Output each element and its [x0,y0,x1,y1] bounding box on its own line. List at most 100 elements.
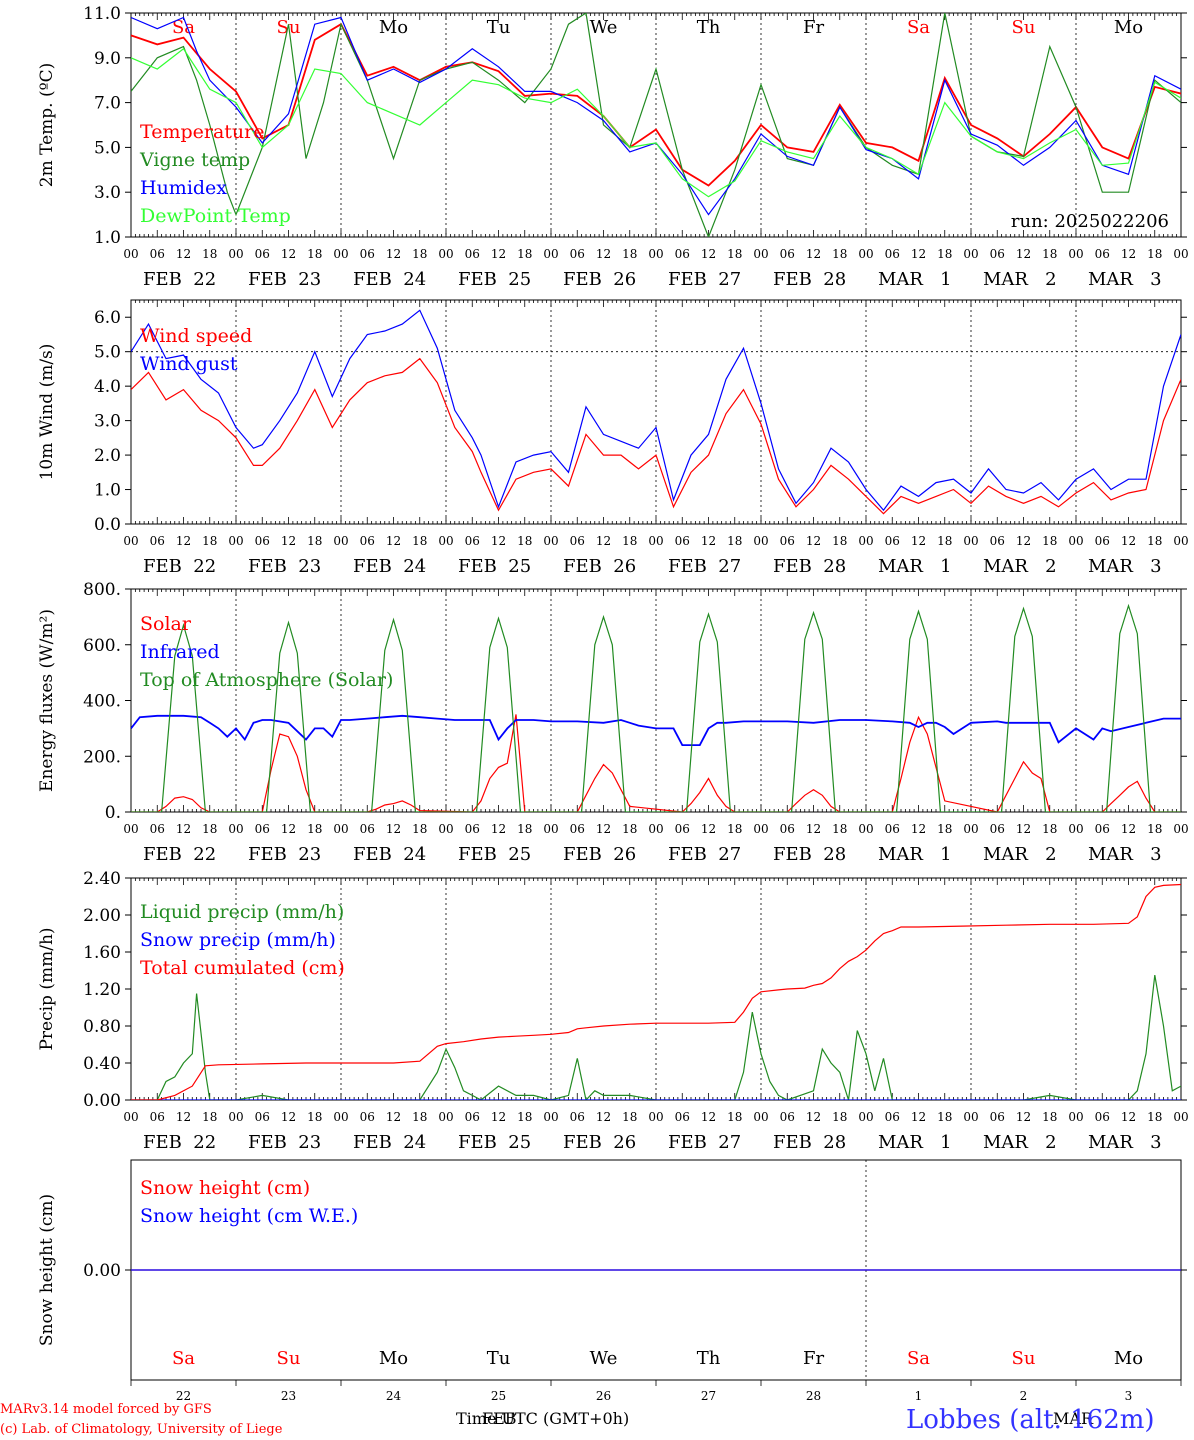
hour-tick-label: 00 [963,534,978,548]
hour-tick-label: 12 [1016,1110,1031,1124]
y-tick-label: 5.0 [94,138,121,158]
hour-tick-label: 00 [963,247,978,261]
y-tick-label: 1.0 [94,228,121,248]
y-tick-label: 9.0 [94,49,121,69]
hour-tick-label: 12 [701,534,716,548]
hour-tick-label: 00 [1173,822,1188,836]
series-line-wind-gust [131,309,1181,512]
hour-tick-label: 00 [333,822,348,836]
day-number-label: 22 [176,1389,191,1403]
hour-tick-label: 18 [412,534,427,548]
hour-tick-label: 18 [517,247,532,261]
day-number-label: 25 [491,1389,506,1403]
panel-wind: 0.0 1.0 2.0 3.0 4.0 5.0 6.0 10m Wind (m/s) 00 06 1… [37,299,1189,577]
hour-tick-label: 18 [1042,534,1057,548]
date-label: FEB 23 [248,1132,321,1153]
panel-temperature: 1.0 3.0 5.0 7.0 9.0 11.0 2m Temp. (ºC) 00 06 12 18… [37,4,1189,290]
date-label: FEB 22 [143,556,216,577]
date-label: MAR 1 [878,844,952,865]
y-tick-label: 0.00 [83,1091,121,1111]
legend-entry: Wind gust [140,353,238,375]
y-axis-label: 10m Wind (m/s) [37,344,57,481]
date-label: FEB 27 [668,556,741,577]
day-number-label: 23 [281,1389,296,1403]
hour-tick-label: 18 [517,822,532,836]
hour-tick-label: 12 [911,1110,926,1124]
hour-tick-label: 18 [622,247,637,261]
hour-tick-label: 12 [596,822,611,836]
hour-tick-label: 18 [307,534,322,548]
hour-tick-label: 18 [517,1110,532,1124]
hour-tick-label: 00 [648,822,663,836]
hour-tick-label: 12 [596,247,611,261]
hour-tick-label: 18 [307,247,322,261]
hour-tick-label: 12 [806,247,821,261]
day-number-label: 28 [806,1389,821,1403]
hour-tick-label: 12 [281,534,296,548]
hour-tick-label: 00 [753,1110,768,1124]
hour-tick-label: 12 [1121,1110,1136,1124]
panel-precip: 0.00 0.40 0.80 1.20 1.60 2.00 2.40 Precip (mm/h… [37,869,1189,1153]
weekday-label: Su [1012,1348,1036,1369]
date-label: FEB 23 [248,269,321,290]
hour-tick-label: 06 [990,822,1005,836]
weekday-label: Mo [1114,17,1143,38]
x-axis-title: Time UTC (GMT+0h) [456,1409,629,1428]
y-tick-label: 800. [83,580,121,600]
series-line-infrared [131,714,1181,746]
hour-tick-label: 12 [806,534,821,548]
hour-tick-label: 18 [202,1110,217,1124]
hour-tick-label: 06 [360,822,375,836]
date-label: MAR 3 [1088,1132,1162,1153]
hour-tick-label: 06 [885,822,900,836]
hour-tick-label: 06 [780,247,795,261]
weekday-label: Th [697,17,721,38]
date-label: MAR 3 [1088,556,1162,577]
hour-tick-label: 00 [123,247,138,261]
hour-tick-label: 06 [990,247,1005,261]
date-label: FEB 25 [458,269,531,290]
hour-tick-label: 12 [1016,822,1031,836]
y-tick-label: 2.0 [94,446,121,466]
legend-entry: Snow height (cm) [140,1177,310,1199]
station-label: Lobbes (alt. 162m) [906,1405,1155,1435]
hour-tick-label: 00 [858,247,873,261]
hour-tick-label: 00 [123,822,138,836]
y-tick-label: 6.0 [94,308,121,328]
date-label: FEB 28 [773,1132,846,1153]
hour-tick-label: 00 [1173,1110,1188,1124]
panels-layer: 1.03.05.07.09.011.02m Temp. (ºC)00 06 12 18… [37,4,1189,1403]
hour-tick-label: 00 [228,247,243,261]
hour-tick-label: 18 [727,534,742,548]
hour-tick-label: 00 [963,822,978,836]
hour-tick-label: 18 [412,822,427,836]
hour-tick-label: 12 [281,1110,296,1124]
hour-tick-label: 00 [543,534,558,548]
hour-tick-label: 06 [990,534,1005,548]
legend-entry: Top of Atmosphere (Solar) [140,669,393,691]
hour-tick-label: 06 [780,822,795,836]
hour-tick-label: 06 [465,1110,480,1124]
hour-tick-label: 12 [1121,822,1136,836]
copyright-credit: (c) Lab. of Climatology, University of L… [0,1422,283,1437]
hour-tick-label: 18 [727,822,742,836]
hour-tick-label: 06 [465,534,480,548]
y-tick-label: 2.00 [83,906,121,926]
panel-snow: 0.00 Snow height (cm) Snow height (cm) Snow… [37,1159,1187,1403]
hour-tick-label: 00 [1173,534,1188,548]
hour-tick-label: 06 [570,822,585,836]
date-label: FEB 26 [563,844,636,865]
hour-tick-label: 12 [491,534,506,548]
hour-tick-label: 00 [438,1110,453,1124]
weekday-label: Fr [803,17,824,38]
hour-tick-label: 12 [596,534,611,548]
weekday-label: Th [697,1348,721,1369]
hour-tick-label: 18 [1147,1110,1162,1124]
weekday-label: Su [277,1348,301,1369]
hour-tick-label: 12 [596,1110,611,1124]
hour-tick-label: 00 [228,1110,243,1124]
date-label: FEB 22 [143,269,216,290]
day-number-label: 24 [386,1389,402,1403]
